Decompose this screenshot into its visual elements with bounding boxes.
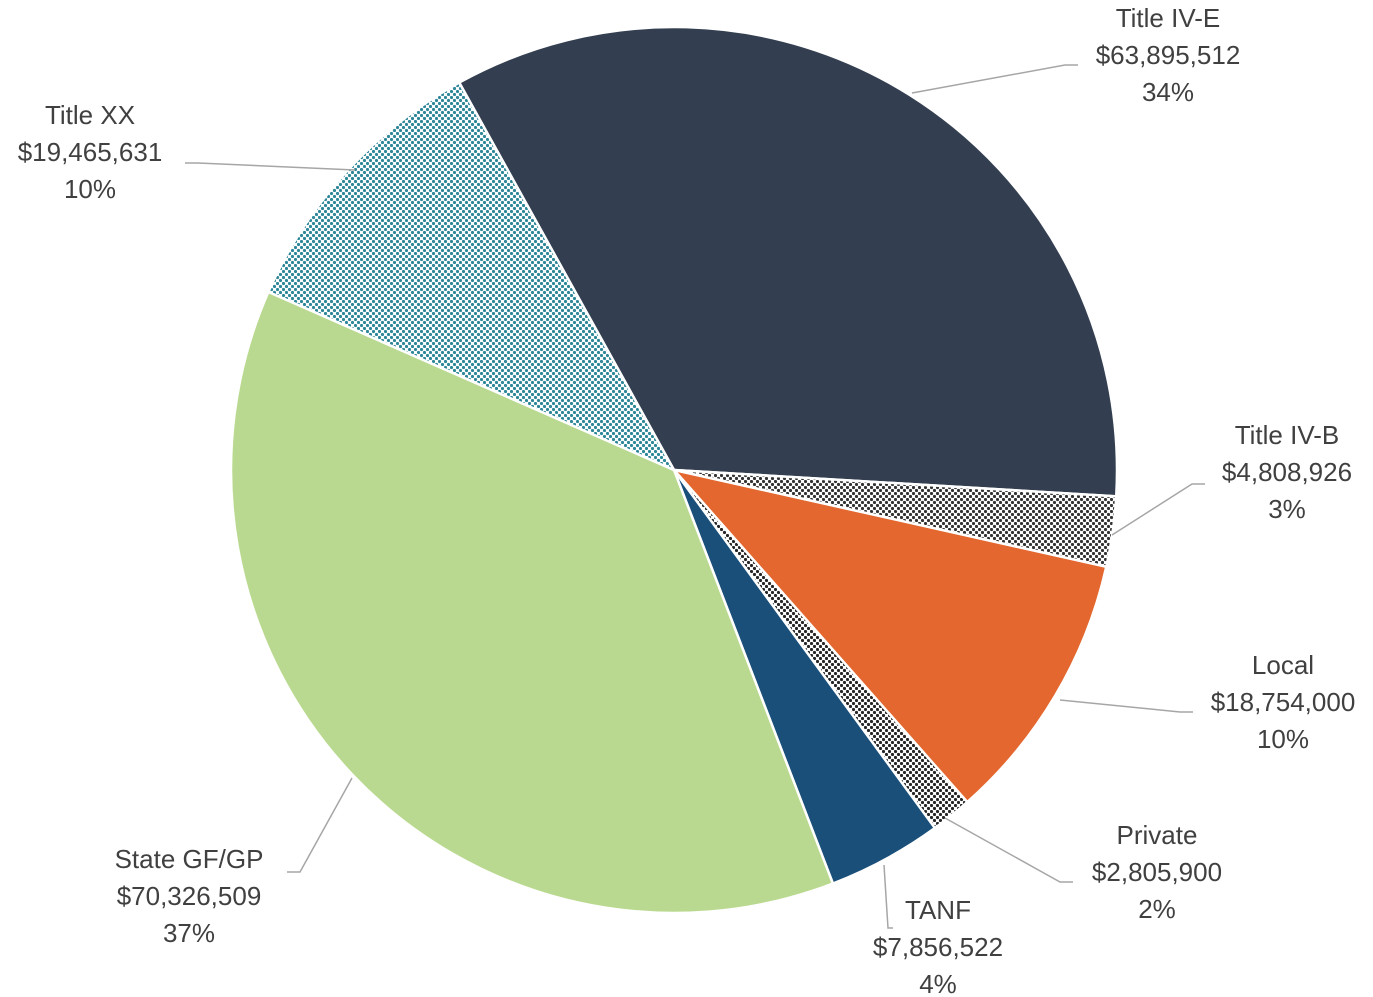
leader-line (185, 162, 356, 171)
slice-label-percent: 34% (1142, 77, 1194, 107)
slice-label-value: $4,808,926 (1222, 457, 1352, 487)
leader-line (944, 817, 1073, 883)
slice-label-name: Title IV-B (1235, 420, 1340, 450)
slice-label-name: TANF (905, 895, 971, 925)
slice-label-name: Title IV-E (1116, 3, 1221, 33)
slice-label-value: $2,805,900 (1092, 857, 1222, 887)
slice-label-percent: 10% (1257, 724, 1309, 754)
slice-label-value: $70,326,509 (117, 881, 262, 911)
pie-slice (266, 80, 677, 473)
slice-label-value: $7,856,522 (873, 932, 1003, 962)
pie-slice (670, 467, 1108, 804)
pie-slice (229, 290, 835, 915)
slice-label-percent: 10% (64, 174, 116, 204)
leader-line (287, 777, 353, 873)
slice-label-value: $18,754,000 (1211, 687, 1356, 717)
slice-label-percent: 3% (1268, 494, 1306, 524)
slice-label-value: $63,895,512 (1096, 40, 1241, 70)
slice-label-name: Title XX (45, 100, 135, 130)
leader-line (1111, 483, 1205, 536)
leader-line (1059, 699, 1193, 713)
slice-label-name: Private (1117, 820, 1198, 850)
slice-label-name: Local (1252, 650, 1314, 680)
slice-label-value: $19,465,631 (18, 137, 163, 167)
leader-line (911, 64, 1078, 94)
slice-label-percent: 37% (163, 918, 215, 948)
slice-label-name: State GF/GP (115, 844, 264, 874)
slice-label-percent: 4% (919, 969, 957, 997)
slice-label-percent: 2% (1138, 894, 1176, 924)
leader-line (883, 864, 893, 929)
